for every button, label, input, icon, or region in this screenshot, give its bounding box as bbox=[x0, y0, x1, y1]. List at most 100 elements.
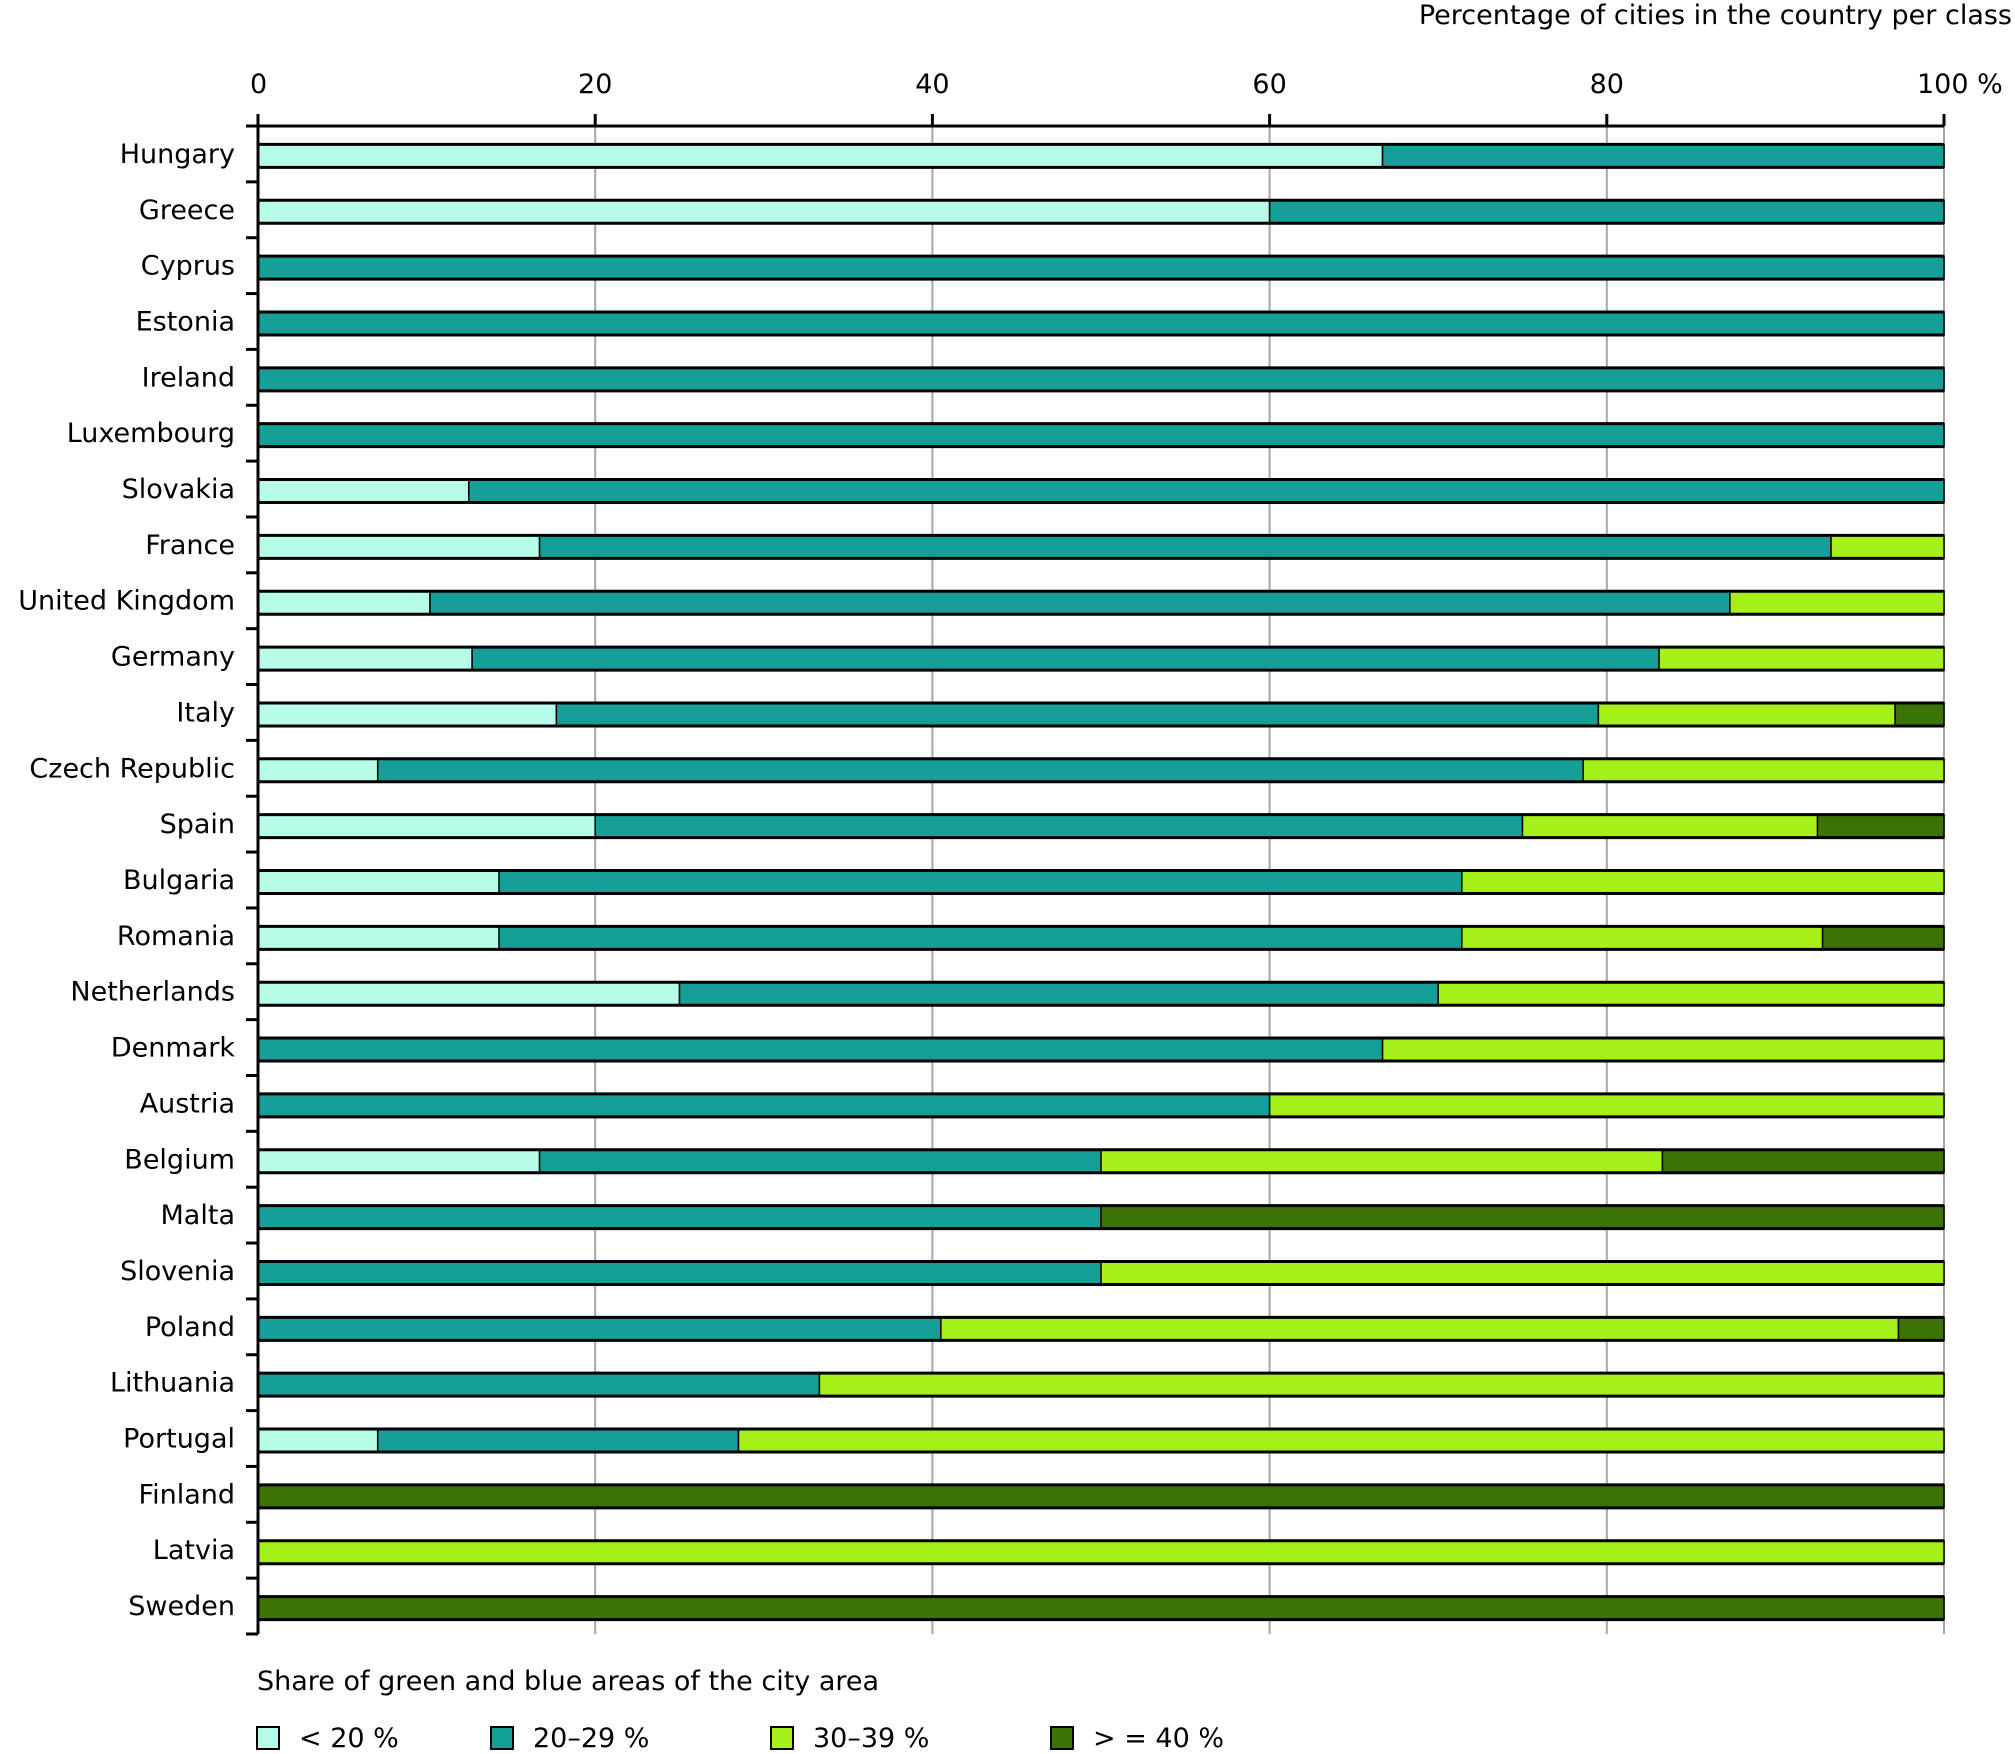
x-tick-label: 40 bbox=[915, 69, 949, 100]
category-label: Latvia bbox=[153, 1535, 235, 1566]
legend-swatch bbox=[1050, 1726, 1074, 1750]
bar-segment bbox=[257, 1428, 379, 1453]
bar-segment bbox=[257, 1037, 1384, 1062]
bar-segment bbox=[1381, 143, 1945, 169]
legend-label: 30–39 % bbox=[813, 1723, 929, 1754]
bar-segment bbox=[1894, 702, 1945, 727]
bar-segment bbox=[257, 981, 681, 1006]
bar-segment bbox=[376, 758, 1584, 783]
x-tick-label: 0 bbox=[250, 69, 267, 100]
category-label: Bulgaria bbox=[123, 865, 235, 896]
category-label: Ireland bbox=[142, 362, 235, 393]
legend: < 20 % 20–29 % 30–39 % > = 40 % bbox=[256, 1723, 1224, 1754]
bar-segment bbox=[940, 1316, 1900, 1342]
bar-segment bbox=[257, 925, 500, 951]
bar-segment bbox=[538, 534, 1832, 560]
bar-segment bbox=[257, 1539, 1945, 1565]
bar-segment bbox=[737, 1428, 1945, 1453]
bar-segment bbox=[257, 1484, 1945, 1509]
bar-segment bbox=[257, 1595, 1945, 1621]
bar-segment bbox=[257, 590, 431, 615]
category-label: Spain bbox=[160, 809, 235, 840]
category-label: Portugal bbox=[123, 1424, 235, 1455]
bar-segment bbox=[257, 478, 470, 504]
bar-segment bbox=[468, 478, 1945, 504]
category-label: France bbox=[145, 530, 235, 561]
bar-segment bbox=[257, 255, 1945, 280]
category-label: United Kingdom bbox=[18, 586, 235, 617]
chart-title: Percentage of cities in the country per … bbox=[1419, 0, 2012, 31]
category-label: Slovakia bbox=[122, 474, 235, 505]
bar-segment bbox=[257, 422, 1945, 448]
bar-segment bbox=[257, 367, 1945, 392]
x-tick-label: 80 bbox=[1590, 69, 1624, 100]
axes bbox=[246, 114, 1946, 1636]
bar-segment bbox=[818, 1372, 1945, 1397]
bar-segment bbox=[257, 813, 596, 839]
category-label: Italy bbox=[176, 697, 235, 728]
category-label: Malta bbox=[161, 1200, 235, 1231]
bar-segment bbox=[257, 869, 500, 895]
category-label: Austria bbox=[140, 1088, 235, 1119]
bar-segment bbox=[429, 590, 1731, 615]
bar-segment bbox=[1897, 1316, 1945, 1342]
category-label: Sweden bbox=[128, 1591, 235, 1622]
bar-segment bbox=[1100, 1149, 1664, 1174]
legend-swatch bbox=[256, 1726, 280, 1750]
bar-segment bbox=[1816, 813, 1945, 839]
bar-segment bbox=[257, 1149, 541, 1174]
bar-segment bbox=[1521, 813, 1819, 839]
bar-segment bbox=[257, 702, 558, 727]
category-label: Czech Republic bbox=[29, 753, 235, 784]
bar-segment bbox=[678, 981, 1439, 1006]
bar-segment bbox=[1461, 869, 1945, 895]
legend-label: 20–29 % bbox=[533, 1723, 649, 1754]
bar-segment bbox=[257, 758, 379, 783]
category-label: Poland bbox=[145, 1312, 235, 1343]
bar-segment bbox=[1268, 1093, 1945, 1118]
bar-segment bbox=[257, 1372, 821, 1397]
category-label: Cyprus bbox=[141, 251, 235, 282]
bar-segment bbox=[257, 311, 1945, 336]
bar-segment bbox=[1268, 199, 1945, 225]
category-label: Finland bbox=[139, 1479, 235, 1510]
bar-segment bbox=[257, 1260, 1102, 1286]
bars bbox=[257, 142, 1945, 1622]
bar-segment bbox=[498, 925, 1463, 951]
bar-segment bbox=[376, 1428, 740, 1453]
x-tick-label: 100 % bbox=[1917, 69, 2003, 100]
bar-segment bbox=[257, 646, 473, 671]
category-label: Estonia bbox=[136, 306, 235, 337]
bar-segment bbox=[555, 702, 1600, 727]
bar-segment bbox=[257, 534, 541, 560]
bar-segment bbox=[257, 1316, 942, 1342]
bar-segment bbox=[1821, 925, 1945, 951]
bar-segment bbox=[1658, 646, 1945, 671]
category-label: Hungary bbox=[120, 139, 235, 170]
bar-segment bbox=[498, 869, 1463, 895]
x-tick-label: 20 bbox=[578, 69, 612, 100]
y-category-labels: Hungary Greece Cyprus Estonia Ireland Luxembo… bbox=[18, 139, 235, 1622]
category-label: Slovenia bbox=[120, 1256, 235, 1287]
bar-segment bbox=[1437, 981, 1945, 1006]
legend-title: Share of green and blue areas of the cit… bbox=[257, 1666, 879, 1697]
category-label: Denmark bbox=[111, 1033, 235, 1064]
bar-segment bbox=[257, 143, 1384, 169]
category-label: Belgium bbox=[124, 1144, 235, 1175]
bar-segment bbox=[471, 646, 1660, 671]
x-tick-labels: 0 20 40 60 80 100 % bbox=[250, 69, 2003, 100]
legend-swatch bbox=[490, 1726, 514, 1750]
category-label: Romania bbox=[117, 921, 235, 952]
bar-segment bbox=[1729, 590, 1945, 615]
bar-segment bbox=[257, 199, 1271, 225]
bar-segment bbox=[1830, 534, 1945, 560]
bar-segment bbox=[1461, 925, 1824, 951]
category-label: Netherlands bbox=[70, 977, 235, 1008]
legend-swatch bbox=[770, 1726, 794, 1750]
category-label: Germany bbox=[111, 642, 235, 673]
bar-segment bbox=[1582, 758, 1945, 783]
category-label: Lithuania bbox=[110, 1368, 235, 1399]
bar-segment bbox=[1661, 1149, 1945, 1174]
x-tick-label: 60 bbox=[1252, 69, 1286, 100]
